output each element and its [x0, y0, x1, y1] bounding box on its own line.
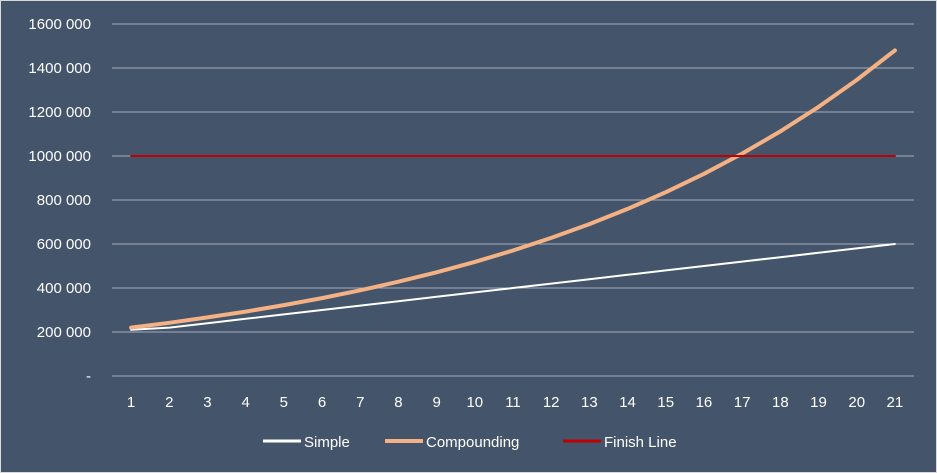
- x-tick-label: 2: [165, 394, 173, 411]
- legend: Simple Compounding Finish Line: [263, 434, 677, 451]
- x-tick-label: 15: [657, 394, 674, 411]
- x-tick-label: 7: [356, 394, 364, 411]
- x-tick-label: 3: [203, 394, 211, 411]
- y-tick-label: 1600 000: [28, 16, 91, 33]
- x-tick-label: 16: [696, 394, 713, 411]
- legend-label: Compounding: [426, 434, 519, 451]
- y-tick-label: 600 000: [37, 236, 91, 253]
- y-tick-label: 400 000: [37, 280, 91, 297]
- x-tick-label: 17: [734, 394, 751, 411]
- y-axis-tick-labels: - 200 000 400 000 600 000 800 000 1000 000 120…: [28, 16, 91, 385]
- x-tick-label: 5: [280, 394, 288, 411]
- x-tick-label: 21: [887, 394, 904, 411]
- x-tick-label: 6: [318, 394, 326, 411]
- x-tick-label: 19: [810, 394, 827, 411]
- y-tick-label: 1400 000: [28, 60, 91, 77]
- x-tick-label: 8: [394, 394, 402, 411]
- x-tick-label: 14: [619, 394, 636, 411]
- series-line-simple: [130, 243, 896, 331]
- y-tick-label: 800 000: [37, 192, 91, 209]
- x-tick-label: 12: [543, 394, 560, 411]
- x-tick-label: 10: [466, 394, 483, 411]
- x-tick-label: 9: [432, 394, 440, 411]
- legend-label: Simple: [304, 434, 350, 451]
- x-tick-label: 11: [505, 394, 521, 411]
- series-lines: [129, 48, 897, 331]
- gridlines: [112, 23, 914, 377]
- y-tick-label: 200 000: [37, 324, 91, 341]
- y-tick-label: 1000 000: [28, 148, 91, 165]
- y-tick-label: -: [86, 368, 91, 385]
- y-tick-label: 1200 000: [28, 104, 91, 121]
- legend-label: Finish Line: [604, 434, 677, 451]
- x-tick-label: 18: [772, 394, 789, 411]
- x-tick-label: 1: [127, 394, 135, 411]
- series-line-compounding: [129, 48, 897, 330]
- x-tick-label: 13: [581, 394, 598, 411]
- x-tick-label: 4: [241, 394, 249, 411]
- x-tick-label: 20: [848, 394, 865, 411]
- x-axis-tick-labels: 1 2 3 4 5 6 7 8 9 10 11 12 13 14 15 16 17 18 19 20 21: [127, 394, 903, 411]
